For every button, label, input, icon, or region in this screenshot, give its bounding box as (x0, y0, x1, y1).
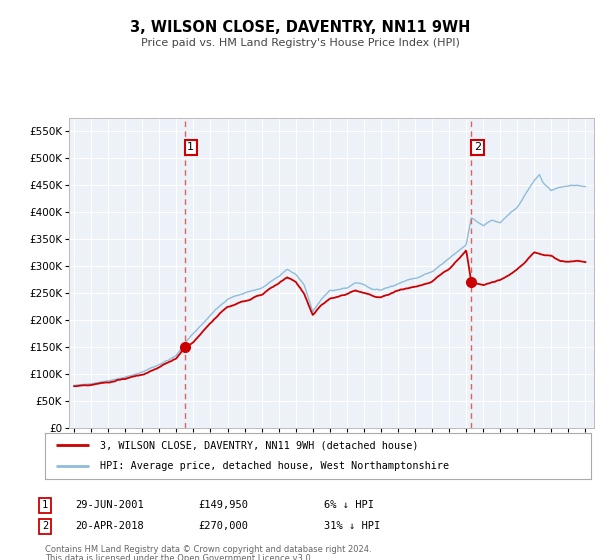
Text: Price paid vs. HM Land Registry's House Price Index (HPI): Price paid vs. HM Land Registry's House … (140, 38, 460, 48)
Text: 1: 1 (42, 500, 48, 510)
Text: 2: 2 (474, 142, 481, 152)
Text: 29-JUN-2001: 29-JUN-2001 (75, 500, 144, 510)
Text: 1: 1 (187, 142, 194, 152)
Text: 3, WILSON CLOSE, DAVENTRY, NN11 9WH (detached house): 3, WILSON CLOSE, DAVENTRY, NN11 9WH (det… (100, 440, 418, 450)
Text: 31% ↓ HPI: 31% ↓ HPI (324, 521, 380, 531)
Text: 6% ↓ HPI: 6% ↓ HPI (324, 500, 374, 510)
Text: £149,950: £149,950 (198, 500, 248, 510)
Text: 20-APR-2018: 20-APR-2018 (75, 521, 144, 531)
Text: Contains HM Land Registry data © Crown copyright and database right 2024.: Contains HM Land Registry data © Crown c… (45, 545, 371, 554)
Text: HPI: Average price, detached house, West Northamptonshire: HPI: Average price, detached house, West… (100, 461, 449, 472)
Text: £270,000: £270,000 (198, 521, 248, 531)
Text: 2: 2 (42, 521, 48, 531)
Text: This data is licensed under the Open Government Licence v3.0.: This data is licensed under the Open Gov… (45, 554, 313, 560)
Text: 3, WILSON CLOSE, DAVENTRY, NN11 9WH: 3, WILSON CLOSE, DAVENTRY, NN11 9WH (130, 20, 470, 35)
